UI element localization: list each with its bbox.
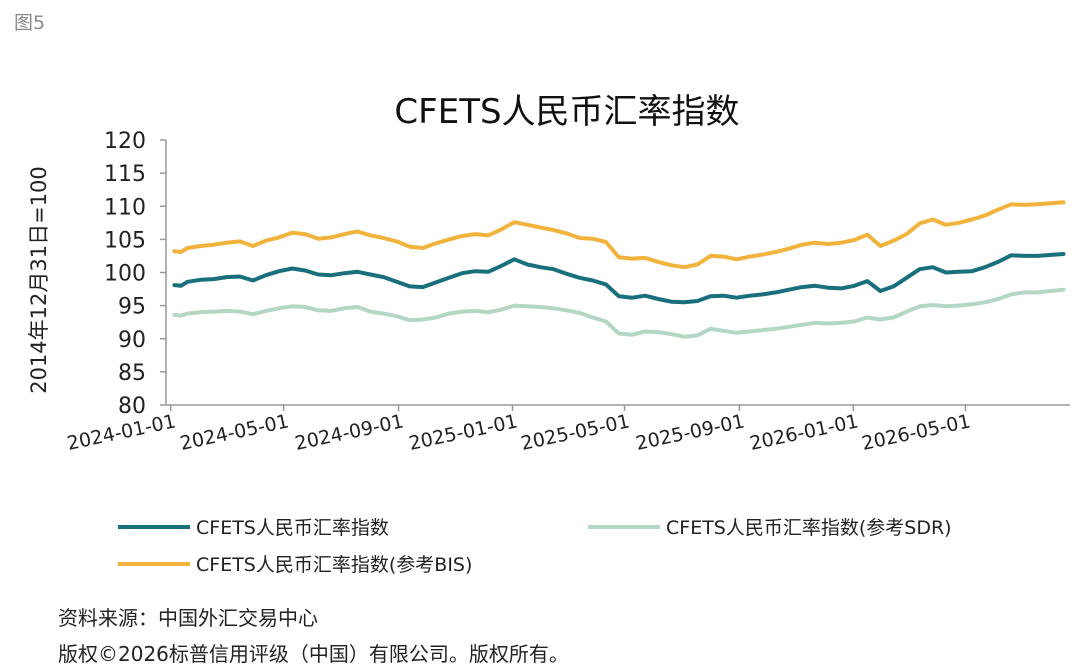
- legend-item-main: CFETS人民币汇率指数: [118, 513, 389, 540]
- y-tick-label: 90: [118, 328, 146, 353]
- x-tick-label: 2025-01-01: [407, 410, 520, 454]
- series-lines: [172, 200, 1066, 339]
- y-tick-label: 115: [104, 162, 146, 187]
- x-tick-label: 2026-05-01: [860, 410, 973, 454]
- series-line-cfets-sdr: [172, 287, 1066, 339]
- y-tick-label: 120: [104, 129, 146, 154]
- legend-swatch-bis: [118, 561, 190, 566]
- legend-item-bis: CFETS人民币汇率指数(参考BIS): [118, 550, 472, 577]
- x-tick-label: 2025-09-01: [634, 410, 747, 454]
- y-axis-label: 2014年12月31日=100: [27, 166, 51, 394]
- legend-swatch-main: [118, 524, 190, 529]
- series-line-cfets: [172, 252, 1066, 305]
- line-chart: CFETS人民币汇率指数 2014年12月31日=100 80 85 90 95 100…: [27, 92, 1070, 455]
- legend-item-sdr: CFETS人民币汇率指数(参考SDR): [588, 513, 952, 540]
- y-tick-label: 95: [118, 295, 146, 320]
- y-tick-label: 80: [118, 394, 146, 419]
- copyright-note: 版权©2026标普信用评级（中国）有限公司。版权所有。: [58, 642, 569, 666]
- y-tick-label: 110: [104, 195, 146, 220]
- x-tick-label: 2024-05-01: [178, 410, 291, 454]
- x-tick-label: 2024-09-01: [293, 410, 406, 454]
- y-tick-label: 85: [118, 361, 146, 386]
- legend-label-main: CFETS人民币汇率指数: [196, 517, 389, 539]
- x-tick-label: 2025-05-01: [519, 410, 632, 454]
- figure-label: 图5: [14, 12, 46, 34]
- y-tick-label: 100: [104, 262, 146, 287]
- legend-label-bis: CFETS人民币汇率指数(参考BIS): [196, 554, 473, 576]
- y-axis-ticks: 80 85 90 95 100 105 110 115 120: [104, 129, 166, 419]
- source-note: 资料来源：中国外汇交易中心: [58, 606, 318, 630]
- series-line-cfets-bis: [172, 200, 1066, 270]
- legend-label-sdr: CFETS人民币汇率指数(参考SDR): [666, 517, 952, 539]
- x-tick-label: 2026-01-01: [748, 410, 861, 454]
- legend-swatch-sdr: [588, 524, 660, 529]
- y-tick-label: 105: [104, 228, 146, 253]
- chart-title: CFETS人民币汇率指数: [394, 92, 739, 132]
- x-axis-ticks: 2024-01-01 2024-05-01 2024-09-01 2025-01-01…: [65, 405, 972, 455]
